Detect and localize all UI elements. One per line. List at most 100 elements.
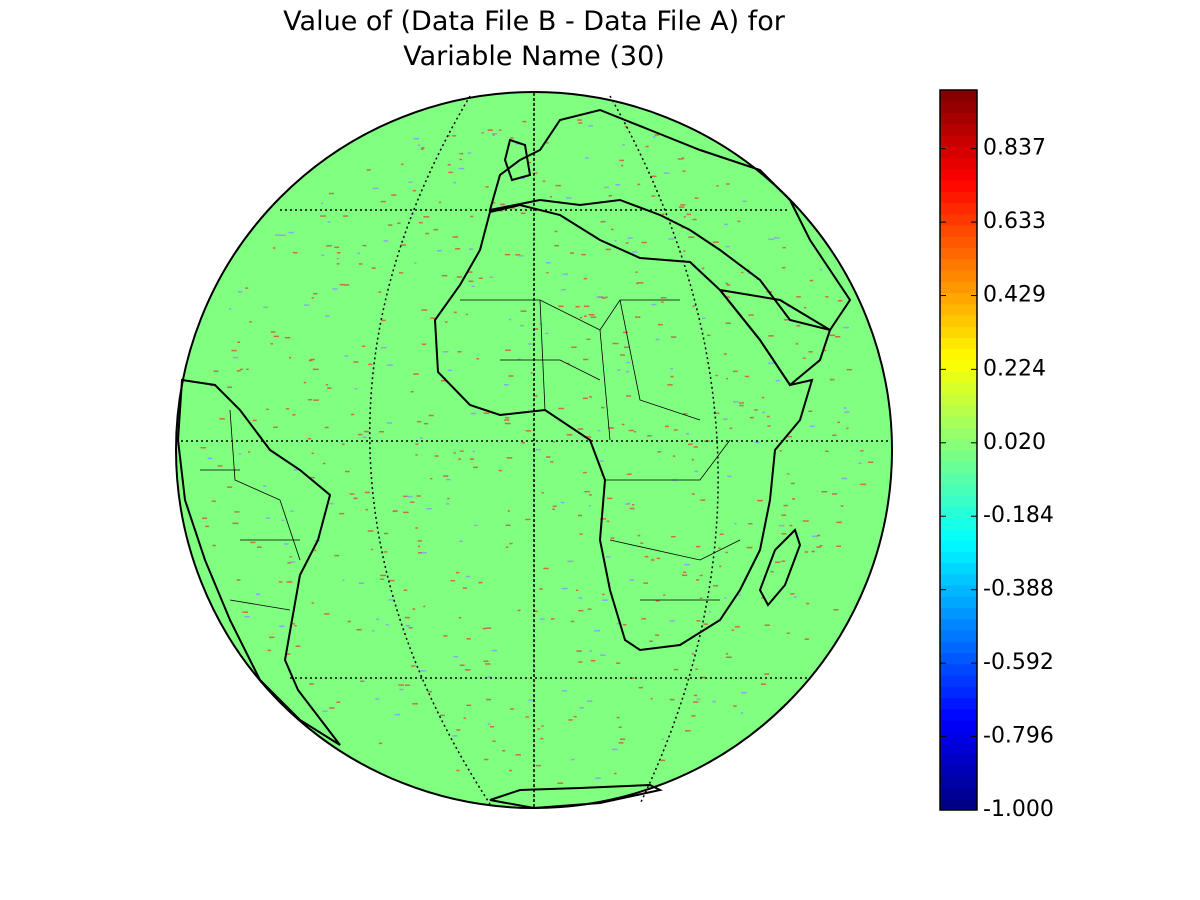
- speck: [605, 248, 611, 251]
- speck: [821, 490, 828, 493]
- speck: [400, 244, 406, 246]
- speck: [466, 575, 470, 578]
- globe: [175, 91, 893, 810]
- colorbar-band: [940, 146, 977, 158]
- speck: [586, 436, 592, 438]
- colorbar-tick-label: -0.184: [983, 503, 1054, 528]
- speck: [629, 579, 635, 581]
- speck: [420, 670, 427, 672]
- speck: [621, 164, 624, 167]
- speck: [781, 514, 787, 516]
- speck: [469, 248, 474, 250]
- speck: [211, 500, 216, 502]
- speck: [741, 271, 744, 274]
- speck: [455, 571, 460, 574]
- speck: [487, 129, 494, 131]
- speck: [605, 556, 611, 558]
- speck: [504, 253, 511, 256]
- madagascar: [758, 528, 802, 607]
- speck: [304, 304, 310, 306]
- speck: [553, 441, 556, 443]
- speck: [363, 430, 370, 433]
- speck: [307, 398, 313, 401]
- speck: [740, 691, 747, 694]
- speck: [616, 716, 620, 719]
- speck: [392, 510, 397, 513]
- speck: [288, 231, 294, 234]
- speck: [692, 218, 697, 221]
- speck: [766, 415, 770, 418]
- speck: [726, 656, 732, 658]
- speck: [724, 223, 728, 226]
- speck: [278, 581, 283, 583]
- colorbar-band: [940, 573, 977, 586]
- speck: [286, 581, 293, 583]
- speck: [520, 324, 524, 327]
- speck: [383, 551, 388, 553]
- speck: [387, 224, 393, 226]
- colorbar-tick-label: 0.020: [983, 430, 1046, 455]
- speck: [440, 380, 447, 382]
- speck: [362, 436, 367, 438]
- speck: [487, 676, 492, 678]
- speck: [657, 451, 662, 453]
- speck: [583, 305, 590, 308]
- speck: [492, 134, 495, 136]
- speck: [655, 600, 660, 602]
- speck: [545, 332, 549, 335]
- colorbar-band: [940, 652, 977, 665]
- speck: [725, 282, 729, 285]
- speck: [314, 549, 317, 552]
- speck: [681, 226, 684, 229]
- speck: [626, 361, 631, 364]
- speck: [774, 237, 780, 239]
- colorbar-band: [940, 315, 977, 327]
- speck: [404, 616, 410, 619]
- speck: [655, 634, 660, 636]
- speck: [652, 136, 656, 138]
- speck: [748, 314, 754, 316]
- speck: [764, 673, 770, 675]
- speck: [812, 535, 819, 538]
- speck: [273, 426, 278, 429]
- speck: [787, 436, 792, 438]
- speck: [611, 748, 618, 751]
- speck: [626, 473, 632, 475]
- speck: [833, 609, 839, 611]
- speck: [770, 570, 774, 573]
- speck: [499, 129, 502, 131]
- speck: [517, 609, 521, 612]
- speck: [829, 334, 836, 337]
- speck: [525, 518, 531, 521]
- speck: [802, 357, 806, 360]
- speck: [808, 351, 813, 353]
- speck: [502, 750, 506, 752]
- speck: [610, 537, 615, 539]
- speck: [586, 700, 593, 703]
- speck: [589, 494, 592, 496]
- speck: [699, 597, 703, 600]
- colorbar-band: [940, 798, 977, 811]
- speck: [287, 562, 292, 564]
- speck: [322, 710, 328, 712]
- speck: [700, 499, 706, 501]
- speck: [334, 554, 340, 557]
- speck: [662, 213, 665, 216]
- speck: [588, 505, 591, 507]
- speck: [327, 387, 332, 389]
- speck: [266, 408, 269, 411]
- speck: [506, 457, 513, 459]
- speck: [456, 276, 462, 278]
- speck: [329, 502, 334, 505]
- speck: [453, 655, 459, 658]
- speck: [550, 461, 554, 463]
- colorbar-band: [940, 495, 977, 507]
- speck: [621, 423, 625, 426]
- colorbar-band: [940, 506, 977, 518]
- speck: [819, 544, 823, 547]
- speck: [356, 628, 362, 631]
- speck: [578, 609, 584, 612]
- speck: [684, 563, 690, 566]
- speck: [398, 684, 404, 686]
- speck: [724, 597, 727, 599]
